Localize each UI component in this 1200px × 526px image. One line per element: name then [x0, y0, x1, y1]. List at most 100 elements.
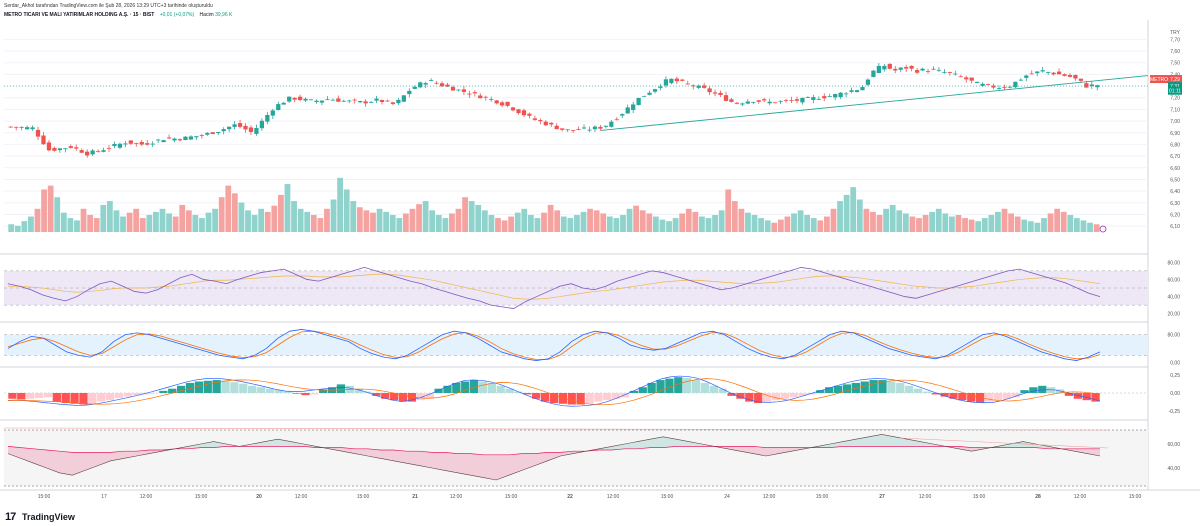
macd-hist-bar — [212, 380, 221, 393]
macd-hist-bar — [594, 393, 603, 402]
candle-body — [510, 107, 516, 111]
osc-fill — [907, 439, 921, 447]
time-tick-label: 15:00 — [1129, 494, 1142, 500]
candle-body — [276, 104, 281, 111]
osc-fill — [431, 452, 445, 471]
candle-body — [663, 79, 669, 86]
osc-fill — [200, 441, 214, 448]
volume-bar — [659, 219, 666, 232]
macd-hist-bar — [336, 384, 346, 393]
candle-body — [909, 65, 914, 69]
osc-fill — [881, 434, 895, 447]
macd-hist-bar — [292, 393, 301, 394]
osc-line — [7, 434, 1101, 481]
oscillator-pane[interactable] — [3, 427, 1148, 487]
stoch-tick-label: 0,00 — [1170, 360, 1180, 366]
volume-bar — [383, 211, 390, 232]
price-pane[interactable] — [4, 63, 1149, 233]
candle-body — [1078, 78, 1084, 81]
time-tick-label: 21 — [412, 494, 418, 500]
candle-body — [494, 100, 499, 104]
volume-bar — [8, 224, 15, 232]
macd-hist-bar — [993, 393, 1003, 401]
symbol-title[interactable]: METRO TICARI VE MALI YATIRIMLAR HOLDING … — [4, 12, 155, 18]
macd-hist-bar — [1064, 393, 1074, 396]
candle-body — [947, 72, 952, 73]
volume-bar — [317, 218, 324, 232]
candle-body — [1018, 79, 1023, 81]
candle-body — [560, 128, 565, 130]
volume-bar — [60, 212, 67, 232]
osc-fill — [547, 452, 561, 461]
volume-bar — [876, 214, 883, 232]
candle-body — [631, 104, 636, 110]
candle-body — [374, 98, 379, 101]
osc-fill — [894, 436, 908, 447]
volume-bar — [843, 194, 850, 232]
tradingview-logo-text[interactable]: TradingView — [22, 512, 75, 522]
volume-bar — [508, 216, 515, 232]
candle-body — [565, 129, 570, 131]
rsi-tick-label: 60,00 — [1167, 277, 1180, 283]
candle-body — [931, 68, 936, 70]
volume-bar — [409, 208, 416, 232]
macd-hist-bar — [443, 385, 452, 393]
volume-bar — [600, 213, 607, 232]
volume-bar — [74, 220, 80, 232]
volume-label: Hacim — [199, 12, 214, 18]
price-tick-label: 6,60 — [1170, 166, 1180, 172]
candle-body — [958, 76, 963, 78]
macd-hist-bar — [771, 393, 781, 401]
macd-hist-bar — [780, 393, 789, 399]
price-tick-label: 6,40 — [1170, 189, 1180, 195]
candle-body — [1046, 71, 1051, 73]
candle-body — [287, 96, 292, 102]
osc-fill — [663, 436, 677, 448]
stochastic-pane[interactable] — [4, 329, 1148, 361]
volume-bar — [106, 201, 113, 232]
candle-body — [975, 81, 980, 83]
volume-bar — [100, 204, 107, 232]
candle-body — [210, 132, 215, 134]
macd-hist-bar — [603, 393, 612, 401]
candle-body — [390, 102, 396, 104]
tradingview-logo-icon[interactable]: 17 — [5, 511, 16, 523]
osc-fill — [470, 453, 484, 478]
macd-hist-bar — [514, 391, 523, 393]
time-axis[interactable]: 15:00 17 12:00 15:00 20 12:00 15:00 21 12:00 15:0… — [38, 494, 1142, 500]
price-axis[interactable]: 7,707,607,507,407,307,207,107,006,906,80… — [1150, 30, 1182, 472]
candle-body — [1007, 86, 1013, 88]
macd-hist-bar — [248, 385, 257, 393]
candle-body — [964, 77, 969, 80]
volume-bar — [343, 189, 350, 232]
volume-bar — [574, 214, 580, 232]
macd-hist-bar — [17, 393, 26, 400]
volume-bar — [179, 204, 186, 232]
macd-hist-bar — [745, 393, 754, 402]
macd-hist-bar — [754, 393, 763, 404]
candle-body — [57, 148, 62, 151]
candle-body — [778, 100, 783, 102]
volume-bar — [1080, 220, 1087, 232]
candle-body — [303, 98, 308, 101]
candle-body — [1024, 75, 1029, 78]
chart-canvas[interactable]: 7,707,607,507,407,307,207,107,006,906,80… — [0, 0, 1200, 508]
osc-background — [4, 430, 1148, 486]
macd-hist-bar — [372, 393, 381, 396]
rsi-pane[interactable] — [4, 267, 1148, 309]
volume-bar — [863, 208, 870, 232]
volume-bar — [481, 210, 488, 232]
candle-body — [407, 90, 412, 95]
candle-body — [543, 121, 548, 126]
candle-body — [1073, 74, 1078, 79]
time-tick-label: 12:00 — [763, 494, 776, 500]
osc-fill — [830, 441, 844, 448]
volume-bar — [824, 216, 830, 232]
candle-body — [456, 89, 461, 91]
macd-hist-bar — [1082, 393, 1091, 401]
volume-bar — [126, 212, 133, 232]
stoch-band — [4, 334, 1148, 356]
osc-fill — [123, 451, 137, 459]
macd-pane[interactable] — [4, 375, 1148, 407]
